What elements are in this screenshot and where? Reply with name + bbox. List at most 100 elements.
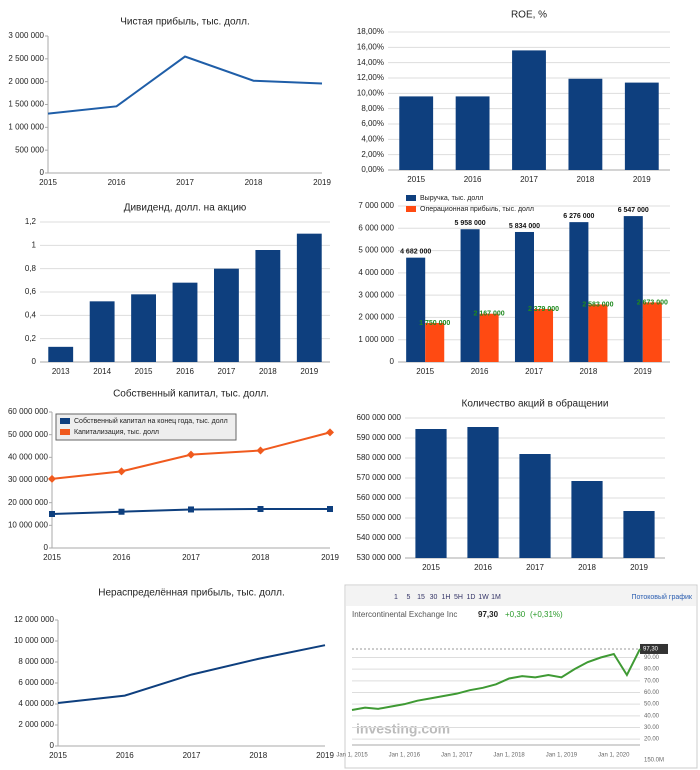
y-tick-label: 7 000 000	[358, 201, 394, 210]
y-tick-label: 1	[32, 240, 37, 249]
bar	[131, 294, 156, 362]
x-tick-label: 2019	[300, 367, 318, 376]
bar	[399, 96, 434, 170]
y-tick-label: 14,00%	[357, 58, 384, 67]
y-tick-label: 500 000	[15, 145, 44, 154]
data-label: 2 379 000	[528, 306, 559, 313]
data-label: 6 276 000	[563, 213, 594, 220]
marker	[327, 506, 333, 513]
x-tick-label: 2016	[464, 175, 482, 184]
streaming-link[interactable]: Потоковый график	[631, 593, 692, 601]
data-label: 2 583 000	[582, 301, 613, 308]
x-tick-label: 2015	[135, 367, 153, 376]
x-tick-label: 2017	[526, 563, 544, 572]
y-tick-label: 30 000 000	[8, 475, 49, 484]
data-label: 2 167 000	[474, 311, 505, 318]
x-tick-label: 2019	[316, 751, 334, 760]
x-tick-label: Jan 1, 2017	[441, 753, 473, 759]
y-tick-label: 0,8	[25, 264, 37, 273]
legend-label: Выручка, тыс. долл	[420, 195, 483, 202]
x-tick-label: 2017	[218, 367, 236, 376]
y-tick-label: 0,6	[25, 287, 37, 296]
marker	[326, 428, 334, 437]
timeframe-button[interactable]: 15	[417, 594, 425, 601]
legend-label: Собственный капитал на конец года, тыс. …	[74, 417, 228, 425]
x-tick-label: Jan 1, 2018	[493, 753, 525, 759]
data-label: 4 682 000	[400, 249, 431, 256]
legend-label: Капитализация, тыс. долл	[74, 429, 159, 436]
y-tick-label: 0	[32, 357, 37, 366]
x-tick-label: Jan 1, 2020	[598, 753, 630, 759]
y-tick-label: 0	[40, 168, 45, 177]
bar	[534, 308, 554, 362]
marker	[257, 506, 264, 513]
legend-swatch	[406, 195, 416, 201]
change: +0,30	[505, 610, 526, 619]
y-tick-label: 10 000 000	[14, 636, 55, 645]
price-tag	[640, 643, 668, 654]
x-tick-label: 2019	[630, 563, 648, 572]
price: 97,30	[478, 610, 499, 619]
bar	[455, 96, 490, 170]
bar	[569, 222, 589, 362]
y-tick-label: 0	[50, 741, 55, 750]
line	[351, 648, 641, 711]
data-label: 5 834 000	[509, 223, 540, 230]
bar	[512, 50, 546, 170]
y-tick-label: 1,2	[25, 217, 37, 226]
x-tick-label: 2013	[52, 367, 70, 376]
bar	[568, 78, 603, 170]
x-tick-label: 2016	[108, 178, 126, 187]
y-tick-label: 30.00	[644, 725, 660, 731]
y-tick-label: 0,2	[25, 334, 37, 343]
price-tag-label: 97,30	[643, 647, 659, 653]
bar	[460, 229, 480, 362]
x-tick-label: 2016	[176, 367, 194, 376]
y-tick-label: 0,00%	[361, 165, 384, 174]
y-tick-label: 5 000 000	[358, 246, 394, 255]
y-tick-label: 10 000 000	[8, 520, 49, 529]
y-tick-label: 1 000 000	[8, 122, 44, 131]
x-tick-label: 2018	[249, 751, 267, 760]
timeframe-button[interactable]: 1D	[467, 594, 476, 601]
timeframe-button[interactable]: 30	[430, 594, 438, 601]
x-tick-label: 2015	[39, 178, 57, 187]
chart-title: Собственный капитал, тыс. долл.	[113, 388, 269, 400]
y-tick-label: 590 000 000	[357, 433, 402, 442]
y-tick-label: 90.00	[644, 655, 660, 661]
y-tick-label: 20.00	[644, 737, 660, 743]
x-tick-label: 2015	[407, 175, 425, 184]
x-tick-label: 2015	[416, 367, 434, 376]
y-tick-label: 20 000 000	[8, 498, 49, 507]
y-tick-label: 6 000 000	[18, 678, 54, 687]
timeframe-button[interactable]: 1W	[478, 594, 489, 601]
marker	[256, 446, 265, 455]
legend-box	[55, 413, 237, 441]
data-label: 1 750 000	[419, 320, 450, 327]
line	[47, 55, 323, 115]
marker	[48, 474, 56, 483]
y-tick-label: 6,00%	[361, 119, 384, 128]
y-tick-label: 4 000 000	[358, 268, 394, 277]
timeframe-button[interactable]: 1M	[491, 594, 501, 601]
y-tick-label: 4 000 000	[18, 699, 54, 708]
x-tick-label: 2019	[313, 178, 331, 187]
legend-swatch	[60, 418, 70, 424]
change-pct: (+0,31%)	[530, 610, 563, 619]
y-tick-label: 570 000 000	[357, 473, 402, 482]
chart-title: ROE, %	[511, 10, 547, 21]
timeframe-button[interactable]: 5	[407, 594, 411, 601]
timeframe-button[interactable]: 5H	[454, 594, 463, 601]
timeframe-button[interactable]: 1	[394, 594, 398, 601]
y-tick-label: 2 500 000	[8, 54, 44, 63]
volume-label: 150.0M	[644, 758, 664, 764]
y-tick-label: 0	[44, 543, 49, 552]
x-tick-label: Jan 1, 2016	[389, 753, 421, 759]
y-tick-label: 1 500 000	[8, 100, 44, 109]
y-tick-label: 600 000 000	[357, 413, 402, 422]
bar	[624, 82, 659, 170]
marker	[117, 467, 126, 476]
timeframe-button[interactable]: 1H	[442, 594, 451, 601]
bar	[467, 427, 499, 558]
x-tick-label: 2017	[182, 553, 200, 562]
